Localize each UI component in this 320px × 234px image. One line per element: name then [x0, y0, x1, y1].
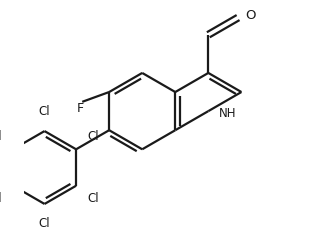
Text: Cl: Cl — [0, 130, 2, 143]
Text: NH: NH — [219, 107, 236, 121]
Text: Cl: Cl — [39, 105, 50, 118]
Text: Cl: Cl — [39, 217, 50, 230]
Text: F: F — [77, 102, 84, 115]
Text: Cl: Cl — [0, 192, 2, 205]
Text: Cl: Cl — [87, 130, 99, 143]
Text: Cl: Cl — [87, 192, 99, 205]
Text: O: O — [246, 9, 256, 22]
